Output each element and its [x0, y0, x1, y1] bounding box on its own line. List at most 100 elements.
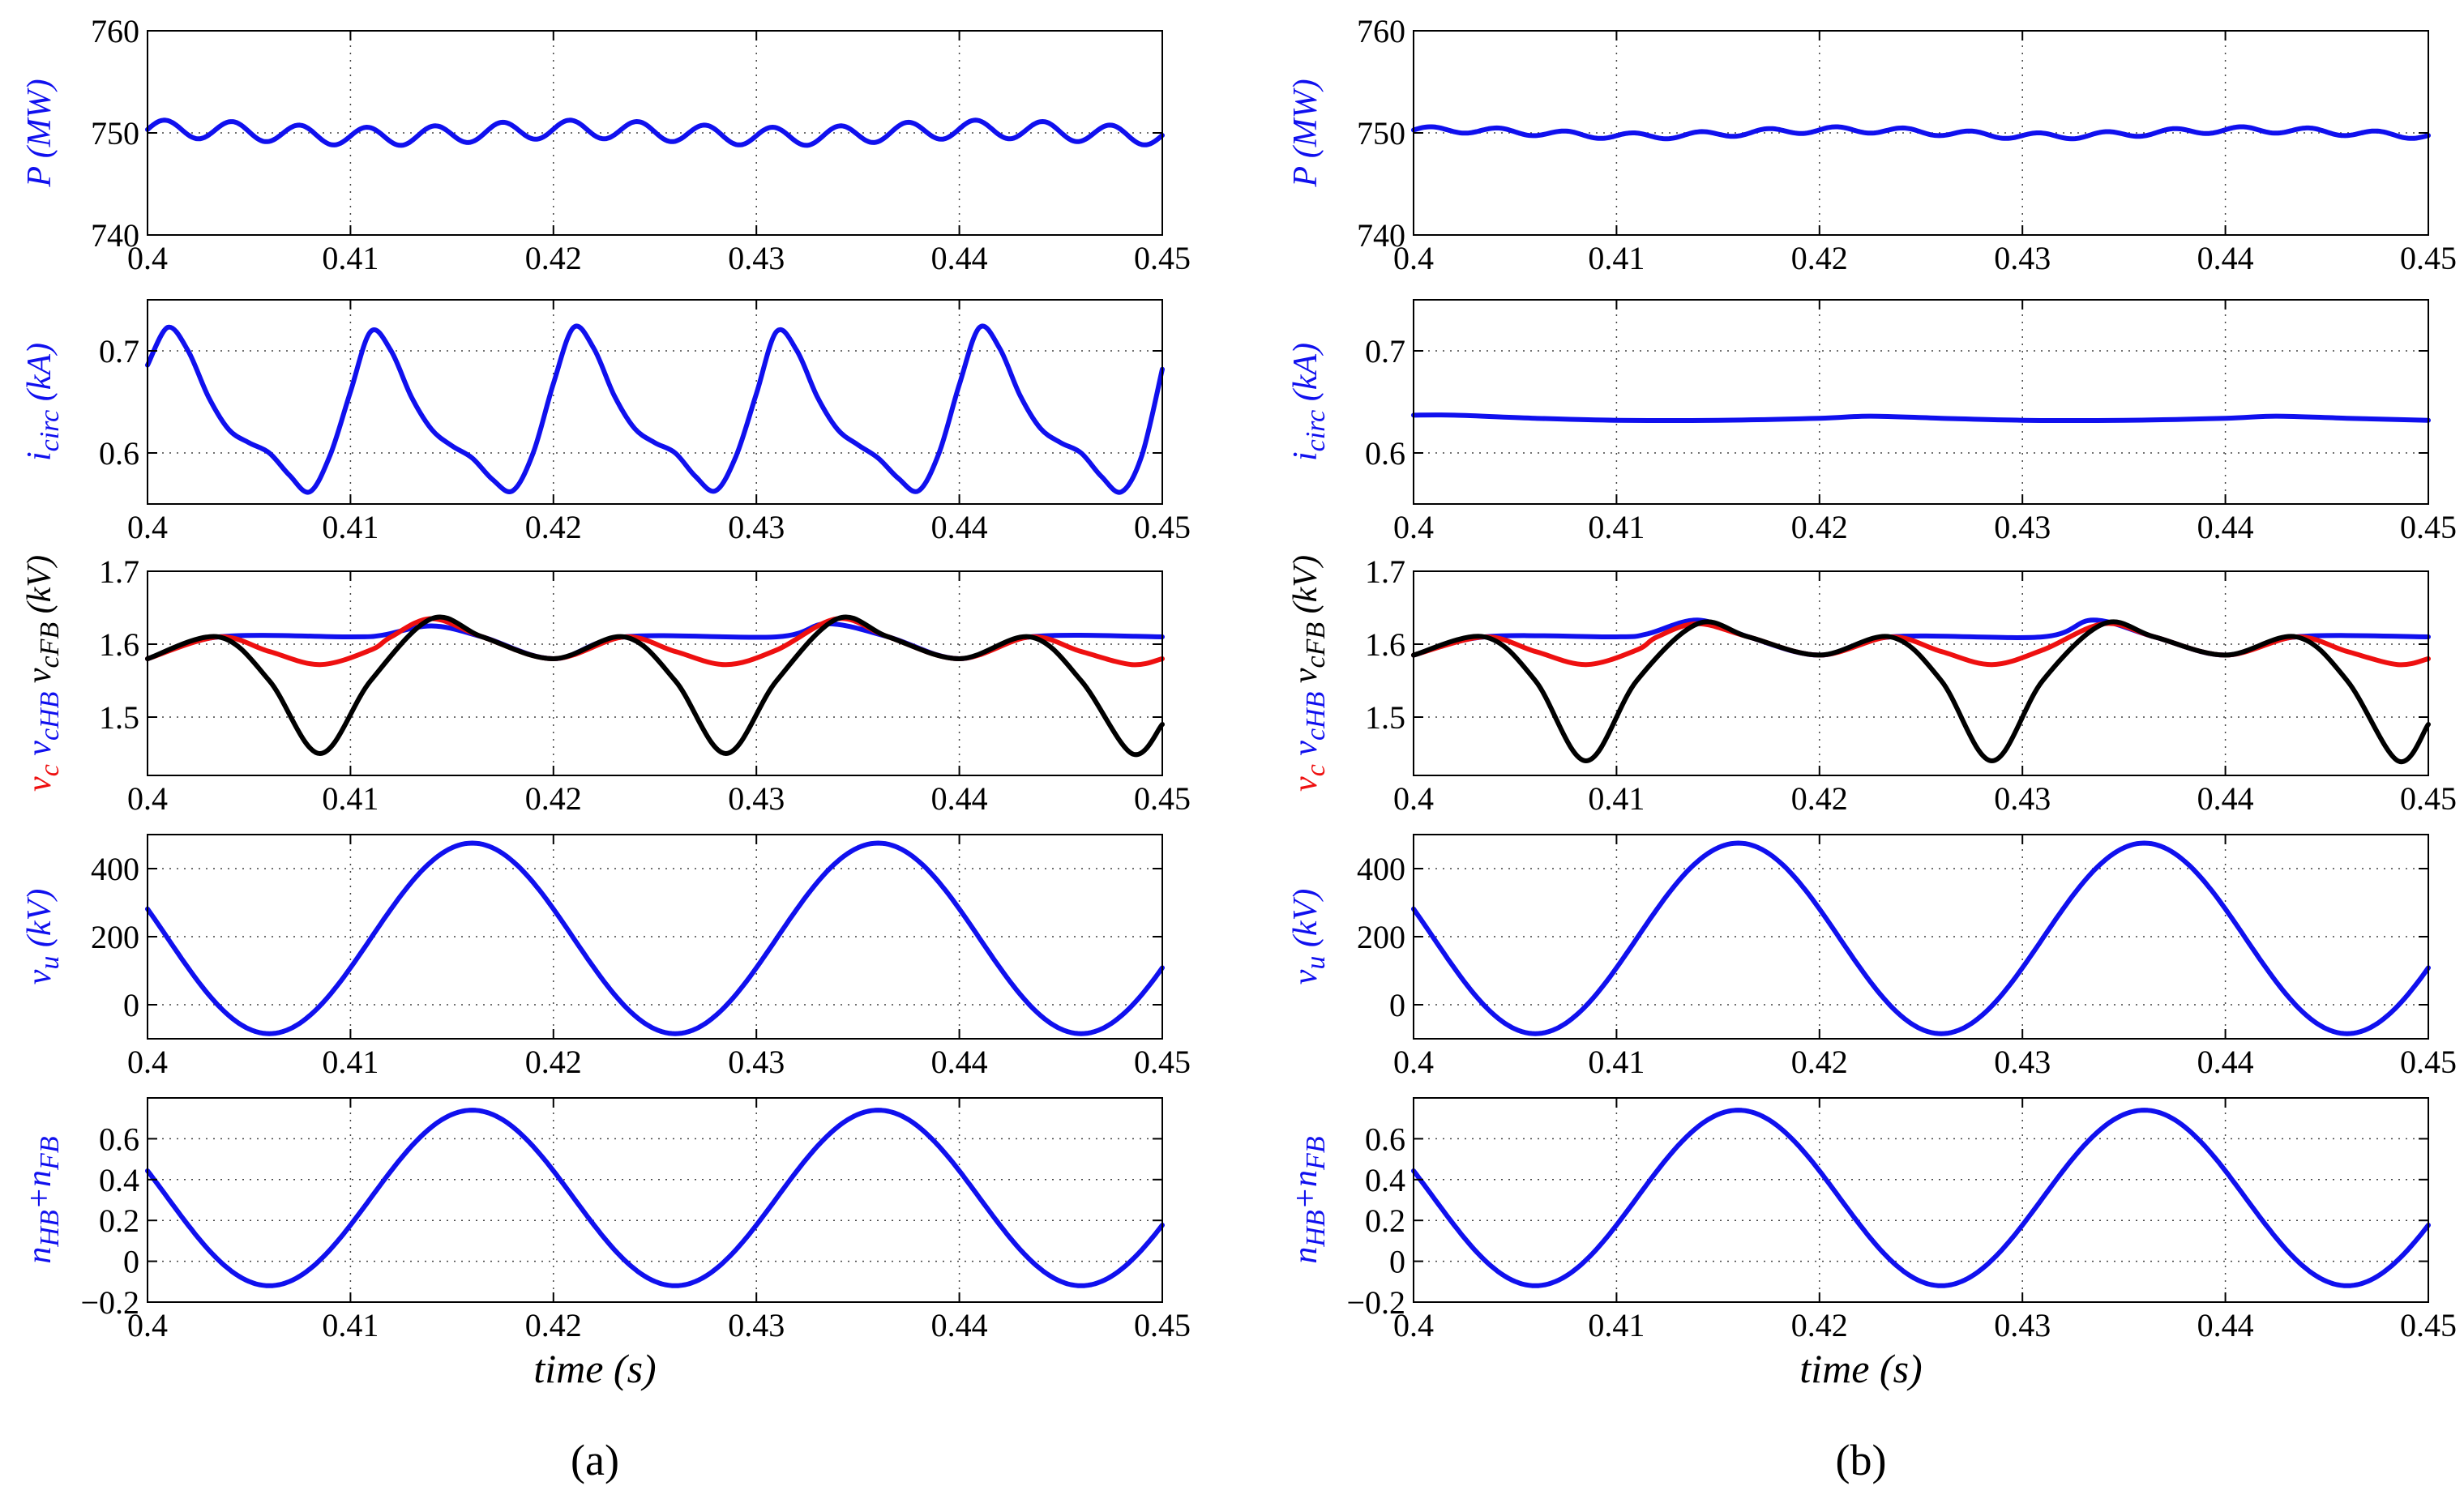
x-tick-label: 0.4 [127, 240, 168, 276]
chart-b-2: 0.4 0.41 0.42 0.43 0.44 0.45 1.5 1.6 1.7 vc vcHB … [1287, 553, 2457, 817]
chart-a-0: 0.4 0.41 0.42 0.43 0.44 0.45 740 750 760 P (MW) [21, 13, 1191, 276]
chart-a-4: 0.4 0.41 0.42 0.43 0.44 0.45 −0.2 0 0.2 0.4 0.6 nHB… [21, 1097, 1191, 1343]
y-tick-label: 1.6 [1365, 626, 1405, 663]
x-tick-label: 0.44 [931, 509, 988, 545]
y-axis-label-part: cFB [35, 622, 65, 668]
y-axis-label-part: i [1287, 451, 1324, 461]
y-axis-label-part: v [1287, 776, 1324, 792]
y-axis-label-part: (kV) [21, 555, 58, 622]
y-axis-label-part: +n [1287, 1170, 1324, 1210]
x-tick-label: 0.43 [728, 780, 785, 817]
x-axis-label-b: time (s) [1799, 1346, 1922, 1391]
chart-a-3: 0.4 0.41 0.42 0.43 0.44 0.45 0 200 400 vu (kV) [21, 834, 1191, 1080]
y-axis-label-part: cHB [35, 691, 65, 741]
x-tick-label: 0.44 [2197, 240, 2254, 276]
chart-a-1: 0.4 0.41 0.42 0.43 0.44 0.45 0.6 0.7 icirc (kA) [21, 299, 1191, 545]
x-tick-label: 0.43 [728, 240, 785, 276]
x-tick-label: 0.41 [1588, 509, 1645, 545]
y-axis-label-part: FB [1301, 1136, 1331, 1171]
y-axis-label-part: (kV) [1287, 889, 1324, 956]
x-tick-label: 0.43 [728, 1044, 785, 1080]
plot-frame [1413, 570, 2429, 776]
x-tick-label: 0.45 [2400, 509, 2457, 545]
series-line-i-circ [145, 323, 1165, 495]
x-tick-label: 0.42 [525, 509, 582, 545]
y-tick-label: 1.7 [99, 553, 139, 590]
x-tick-label: 0.44 [931, 1044, 988, 1080]
series-line-n-hb-n-fb [145, 1108, 1165, 1288]
x-tick-label: 0.44 [2197, 1044, 2254, 1080]
y-tick-label: 1.5 [1365, 699, 1405, 736]
y-axis-label-part: FB [35, 1136, 65, 1171]
x-tick-label: 0.43 [728, 1307, 785, 1343]
y-axis-label-part: v [1287, 668, 1324, 692]
y-axis-label: vc vcHB vcFB (kV) [1287, 555, 1331, 792]
x-tick-label: 0.44 [2197, 1307, 2254, 1343]
y-axis-label: P (MW) [21, 79, 58, 187]
series-line-v-u [1411, 840, 2431, 1036]
x-tick-label: 0.4 [1393, 1044, 1434, 1080]
x-tick-label: 0.44 [2197, 780, 2254, 817]
x-tick-label: 0.45 [2400, 1307, 2457, 1343]
y-axis-label: vu (kV) [1287, 889, 1331, 984]
y-tick-label: 0.7 [1365, 333, 1405, 369]
y-axis-label-part: cHB [1301, 691, 1331, 741]
y-axis-label-part: (kA) [1287, 343, 1324, 410]
y-axis-label-part: v [21, 741, 58, 765]
series-line-v-u [145, 840, 1165, 1036]
y-tick-label: 200 [1357, 919, 1405, 955]
y-axis-label-part: circ [35, 410, 65, 452]
x-tick-label: 0.42 [525, 240, 582, 276]
x-tick-label: 0.4 [127, 509, 168, 545]
y-axis-label-part: u [35, 956, 65, 970]
chart-b-1: 0.4 0.41 0.42 0.43 0.44 0.45 0.6 0.7 icirc (kA) [1287, 299, 2457, 545]
y-tick-label: 760 [91, 13, 139, 49]
x-tick-label: 0.41 [1588, 780, 1645, 817]
series-line-v-cfb [145, 614, 1165, 758]
x-tick-label: 0.45 [1134, 240, 1191, 276]
x-tick-label: 0.41 [1588, 240, 1645, 276]
x-tick-label: 0.4 [1393, 1307, 1434, 1343]
y-axis-label-part: (kV) [1287, 555, 1324, 622]
x-tick-label: 0.4 [127, 1044, 168, 1080]
y-tick-label: 1.5 [99, 699, 139, 736]
y-tick-label: 0.2 [99, 1202, 139, 1239]
x-tick-label: 0.41 [322, 240, 379, 276]
series-line-n-hb-n-fb [1411, 1108, 2431, 1288]
y-tick-label: 740 [1357, 217, 1405, 254]
panel-label-a: (a) [571, 1436, 619, 1484]
series-line-p [1411, 124, 2431, 142]
plot-frame [1413, 834, 2429, 1040]
x-tick-label: 0.4 [127, 1307, 168, 1343]
y-tick-label: 740 [91, 217, 139, 254]
x-axis-label-a: time (s) [533, 1346, 656, 1391]
y-tick-label: 760 [1357, 13, 1405, 49]
x-tick-label: 0.41 [322, 509, 379, 545]
y-axis-label-part: HB [1301, 1210, 1331, 1248]
x-tick-label: 0.45 [2400, 780, 2457, 817]
series-line-v-cfb [1411, 619, 2431, 765]
x-tick-label: 0.43 [1994, 780, 2051, 817]
x-tick-label: 0.44 [931, 780, 988, 817]
y-axis-label-part: u [1301, 956, 1331, 970]
plot-frame [147, 570, 1163, 776]
x-tick-label: 0.43 [1994, 1044, 2051, 1080]
y-axis-label-part: c [35, 764, 65, 776]
x-tick-label: 0.44 [2197, 509, 2254, 545]
y-tick-label: −0.2 [1346, 1284, 1405, 1321]
chart-a-2: 0.4 0.41 0.42 0.43 0.44 0.45 1.5 1.6 1.7 vc vcHB … [21, 553, 1191, 817]
x-tick-label: 0.41 [322, 780, 379, 817]
y-tick-label: 0.6 [1365, 435, 1405, 472]
x-tick-label: 0.43 [728, 509, 785, 545]
y-axis-label-part: (kA) [21, 343, 58, 410]
x-tick-label: 0.42 [1791, 1307, 1848, 1343]
x-tick-label: 0.42 [525, 1307, 582, 1343]
x-tick-label: 0.41 [322, 1044, 379, 1080]
plot-frame [147, 834, 1163, 1040]
x-tick-label: 0.45 [2400, 1044, 2457, 1080]
y-axis-label-part: c [1301, 764, 1331, 776]
y-axis-label: icirc (kA) [1287, 343, 1331, 461]
x-tick-label: 0.43 [1994, 509, 2051, 545]
x-tick-label: 0.41 [322, 1307, 379, 1343]
